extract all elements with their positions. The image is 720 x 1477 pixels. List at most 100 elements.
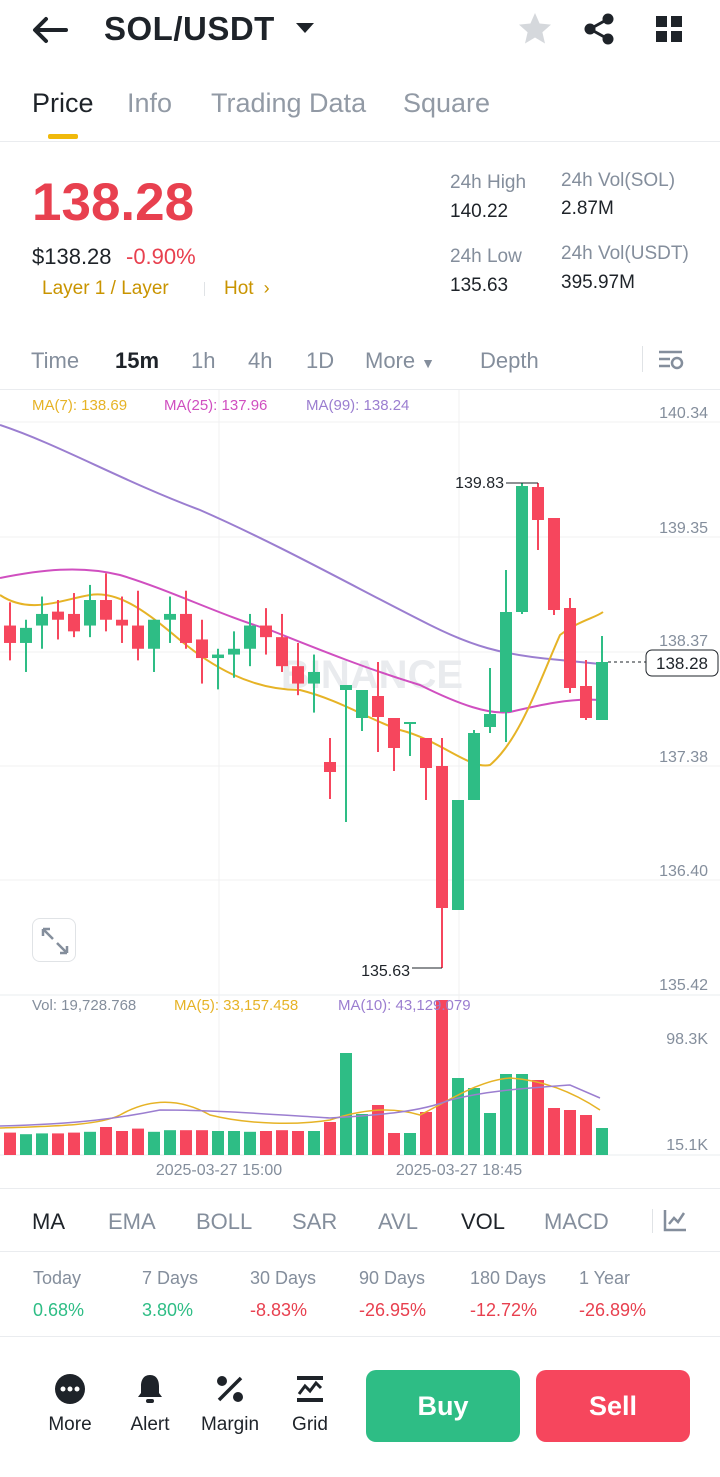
category-tag[interactable]: Layer 1 / Layer — [42, 278, 169, 299]
volume-bar — [20, 1134, 32, 1155]
tag-divider — [204, 282, 205, 296]
stat-value: 140.22 — [450, 201, 509, 222]
tab-info[interactable]: Info — [127, 88, 173, 118]
buy-button[interactable]: Buy — [366, 1370, 520, 1442]
time-axis-label: 2025-03-27 18:45 — [396, 1162, 522, 1179]
tab-price[interactable]: Price — [32, 88, 94, 118]
volume-bar — [516, 1074, 528, 1155]
volume-bar — [228, 1131, 240, 1155]
indicator-sar[interactable]: SAR — [292, 1209, 338, 1234]
ma99-line — [0, 424, 601, 665]
volume-bar — [452, 1078, 464, 1155]
bell-icon — [138, 1375, 162, 1403]
depth-tab[interactable]: Depth — [480, 348, 539, 373]
perf-value-90d: -26.95% — [359, 1300, 427, 1320]
usd-price: $138.28 — [32, 244, 112, 269]
candle-body — [484, 714, 496, 727]
interval-more[interactable]: More ▼ — [365, 348, 435, 374]
volume-bar — [36, 1133, 48, 1155]
indicator-boll[interactable]: BOLL — [196, 1209, 253, 1234]
interval-more-label: More — [365, 348, 416, 373]
interval-4h[interactable]: 4h — [248, 348, 273, 373]
candle-body — [84, 600, 96, 626]
more-button[interactable]: More — [35, 1372, 105, 1436]
volume-bar — [564, 1110, 576, 1155]
volume-axis-label: 98.3K — [666, 1031, 708, 1048]
candle-body — [4, 625, 16, 643]
back-arrow-icon[interactable] — [30, 12, 70, 48]
caret-down-icon: ▼ — [421, 355, 435, 371]
indicator-macd[interactable]: MACD — [544, 1209, 609, 1234]
high-price-label: 139.83 — [455, 475, 504, 492]
candle-body — [308, 671, 320, 684]
perf-value-7d: 3.80% — [142, 1300, 194, 1320]
indicator-ema[interactable]: EMA — [108, 1209, 156, 1234]
pair-title[interactable]: SOL/USDT — [104, 10, 275, 47]
interval-15m[interactable]: 15m — [115, 348, 160, 373]
volume-bar — [324, 1122, 336, 1155]
perf-value-1y: -26.89% — [579, 1300, 647, 1320]
interval-1d[interactable]: 1D — [306, 348, 335, 373]
volume-axis-label: 15.1K — [666, 1137, 708, 1154]
volume-bar — [388, 1133, 400, 1155]
price-change: -0.90% — [126, 244, 196, 269]
ma99-legend: MA(99): 138.24 — [306, 397, 410, 414]
volume-bar — [532, 1080, 544, 1155]
volume-bar — [68, 1132, 80, 1155]
perf-label-1y: 1 Year — [579, 1268, 631, 1288]
volume-bar — [244, 1131, 256, 1155]
vol-ma10-line — [0, 1084, 601, 1127]
vol-ma5-line — [0, 1077, 601, 1129]
star-icon[interactable] — [516, 10, 554, 48]
volume-bar — [372, 1105, 384, 1155]
sell-button[interactable]: Sell — [536, 1370, 690, 1442]
candlestick-chart[interactable]: BINANCE140.34139.35138.37137.38136.40135… — [0, 390, 720, 1180]
volume-bar — [84, 1131, 96, 1155]
indicator-avl[interactable]: AVL — [378, 1209, 418, 1234]
volume-bar — [148, 1131, 160, 1155]
interval-time[interactable]: Time — [31, 348, 80, 373]
candle-body — [292, 666, 304, 684]
candle-body — [324, 762, 336, 772]
tab-trading-data[interactable]: Trading Data — [211, 88, 367, 118]
chart-settings-icon[interactable] — [656, 346, 686, 374]
grid-bot-button[interactable]: Grid — [275, 1372, 345, 1436]
candle-body — [564, 608, 576, 688]
stat-value: 395.97M — [561, 272, 635, 293]
expand-icon — [41, 927, 69, 955]
grid-menu-icon[interactable] — [652, 12, 686, 46]
margin-button[interactable]: Margin — [195, 1372, 265, 1436]
share-icon[interactable] — [580, 10, 618, 48]
volume-bar — [180, 1130, 192, 1155]
indicator-vol[interactable]: VOL — [461, 1209, 506, 1234]
volume-bar — [212, 1131, 224, 1155]
stat-label: 24h Vol(USDT) — [561, 243, 689, 264]
indicator-ma[interactable]: MA — [32, 1209, 65, 1234]
indicator-settings-icon[interactable] — [662, 1207, 688, 1233]
interval-1h[interactable]: 1h — [191, 348, 216, 373]
tab-square[interactable]: Square — [403, 88, 491, 118]
perf-label-today: Today — [33, 1268, 82, 1288]
hot-tag[interactable]: Hot › — [224, 278, 270, 300]
candle-body — [260, 625, 272, 638]
divider — [652, 1209, 653, 1233]
chevron-right-icon: › — [263, 278, 270, 298]
candle-body — [420, 738, 432, 768]
stat-label: 24h Vol(SOL) — [561, 170, 676, 191]
volume-bar — [420, 1112, 432, 1155]
candle-body — [180, 613, 192, 643]
divider — [642, 346, 643, 372]
page-tabs: Price Info Trading Data Square — [0, 82, 720, 142]
caret-down-icon[interactable] — [294, 20, 316, 36]
ma25-legend: MA(25): 137.96 — [164, 397, 268, 414]
candle-body — [532, 487, 544, 520]
perf-value-today: 0.68% — [33, 1300, 85, 1320]
volume-bar — [580, 1115, 592, 1155]
alert-button[interactable]: Alert — [115, 1372, 185, 1436]
fullscreen-button[interactable] — [32, 918, 76, 962]
candle-body — [276, 637, 288, 667]
candle-body — [228, 648, 240, 655]
candle-body — [196, 639, 208, 659]
percent-icon — [217, 1376, 243, 1402]
